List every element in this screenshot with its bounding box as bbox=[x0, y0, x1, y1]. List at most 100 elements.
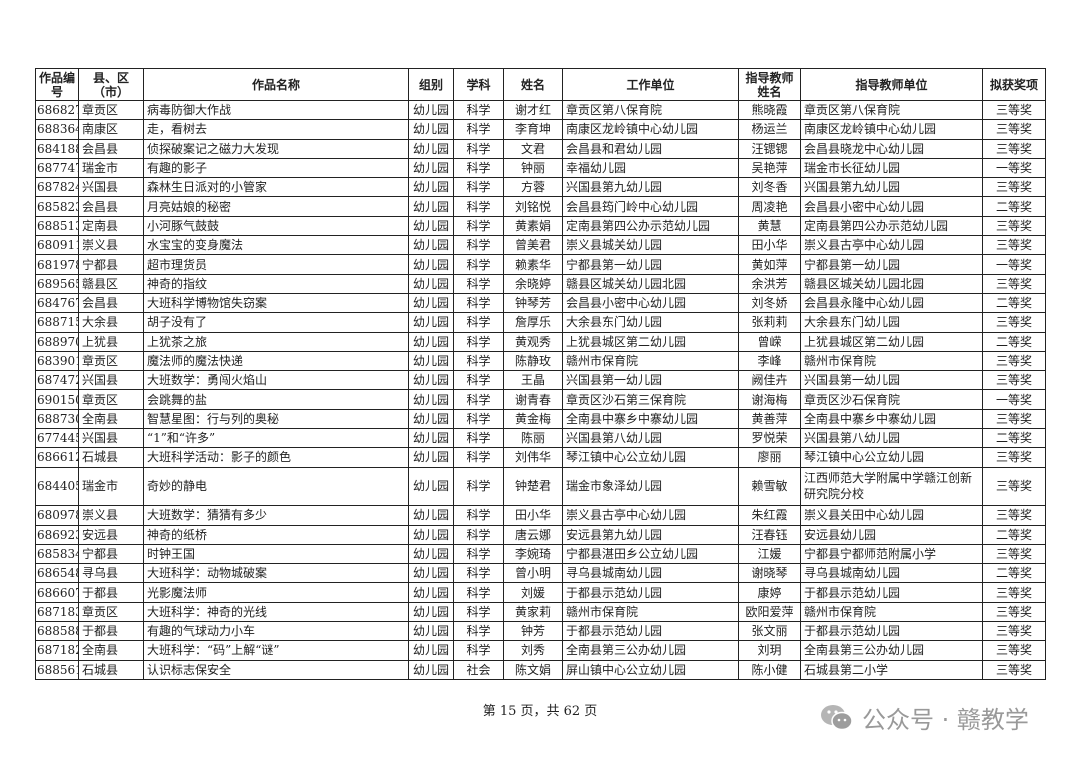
cell-group: 幼儿园 bbox=[408, 215, 454, 237]
cell-subject: 科学 bbox=[453, 466, 504, 507]
cell-id: 686607 bbox=[35, 582, 79, 603]
cell-title: 会跳舞的盐 bbox=[143, 389, 409, 410]
cell-award: 三等奖 bbox=[982, 370, 1046, 391]
cell-workplace: 定南县第四公办示范幼儿园 bbox=[562, 215, 739, 237]
header-title: 作品名称 bbox=[143, 68, 409, 101]
cell-id: 686548 bbox=[35, 563, 79, 584]
cell-subject: 科学 bbox=[453, 408, 504, 430]
cell-workplace: 赣县区城关幼儿园北园 bbox=[562, 273, 739, 294]
table-row: 687182 全南县 大班科学：“码”上解“谜” 幼儿园 科学 刘秀 全南县第三公办幼儿园刘… bbox=[35, 640, 1046, 661]
cell-title: 上犹茶之旅 bbox=[143, 331, 409, 352]
cell-district: 会昌县 bbox=[78, 138, 144, 159]
cell-workplace: 全南县中寨乡中寨幼儿园 bbox=[562, 408, 739, 430]
cell-district: 石城县 bbox=[78, 447, 144, 468]
cell-id: 685823 bbox=[35, 196, 79, 217]
cell-group: 幼儿园 bbox=[408, 428, 454, 449]
cell-title: 森林生日派对的小管家 bbox=[143, 177, 409, 198]
cell-award: 三等奖 bbox=[982, 138, 1046, 159]
cell-district: 瑞金市 bbox=[78, 466, 144, 507]
cell-mentor-name: 阙佳卉 bbox=[738, 370, 801, 391]
cell-workplace: 全南县第三公办幼儿园 bbox=[562, 640, 739, 661]
cell-mentor-workplace: 兴国县第九幼儿园 bbox=[800, 177, 983, 198]
cell-subject: 科学 bbox=[453, 389, 504, 410]
cell-group: 幼儿园 bbox=[408, 505, 454, 526]
cell-mentor-name: 刘冬娇 bbox=[738, 292, 801, 314]
cell-mentor-name: 田小华 bbox=[738, 235, 801, 256]
cell-workplace: 兴国县第八幼儿园 bbox=[562, 428, 739, 449]
cell-mentor-workplace: 章贡区第八保育院 bbox=[800, 99, 983, 121]
cell-mentor-workplace: 会昌县小密中心幼儿园 bbox=[800, 196, 983, 217]
cell-name: 詹厚乐 bbox=[503, 312, 563, 333]
cell-award: 三等奖 bbox=[982, 177, 1046, 198]
cell-name: 刘媛 bbox=[503, 582, 563, 603]
cell-workplace: 宁都县第一幼儿园 bbox=[562, 254, 739, 275]
cell-id: 688513 bbox=[35, 215, 79, 237]
cell-name: 黄素娟 bbox=[503, 215, 563, 237]
cell-group: 幼儿园 bbox=[408, 292, 454, 314]
cell-id: 687747 bbox=[35, 157, 79, 179]
cell-group: 幼儿园 bbox=[408, 157, 454, 179]
cell-id: 686923 bbox=[35, 524, 79, 545]
cell-mentor-name: 廖丽 bbox=[738, 447, 801, 468]
cell-id: 688588 bbox=[35, 621, 79, 642]
cell-mentor-workplace: 会昌县晓龙中心幼儿园 bbox=[800, 138, 983, 159]
page-number: 第 15 页，共 62 页 bbox=[482, 704, 598, 719]
table-row: 680978 崇义县 大班数学：猜猜有多少 幼儿园 科学 田小华 崇义县古亭中心幼儿园 朱红霞… bbox=[35, 505, 1046, 526]
cell-mentor-workplace: 上犹县城区第二幼儿园 bbox=[800, 331, 983, 352]
cell-mentor-workplace: 瑞金市长征幼儿园 bbox=[800, 157, 983, 179]
cell-award: 二等奖 bbox=[982, 563, 1046, 584]
cell-district: 会昌县 bbox=[78, 292, 144, 314]
cell-workplace: 兴国县第一幼儿园 bbox=[562, 370, 739, 391]
header-group: 组别 bbox=[408, 68, 454, 101]
cell-subject: 科学 bbox=[453, 254, 504, 275]
cell-district: 寻乌县 bbox=[78, 563, 144, 584]
cell-title: 侦探破案记之磁力大发现 bbox=[143, 138, 409, 159]
cell-mentor-name: 刘玥 bbox=[738, 640, 801, 661]
cell-mentor-workplace: 兴国县第一幼儿园 bbox=[800, 370, 983, 391]
cell-mentor-workplace: 石城县第二小学 bbox=[800, 659, 983, 680]
cell-group: 幼儿园 bbox=[408, 582, 454, 603]
cell-title: 大班数学：猜猜有多少 bbox=[143, 505, 409, 526]
cell-mentor-name: 周凌艳 bbox=[738, 196, 801, 217]
table-row: 690150 章贡区 会跳舞的盐 幼儿园 科学 谢青春 章贡区沙石第三保育院 谢海梅 章贡区沙石… bbox=[35, 389, 1046, 410]
cell-group: 幼儿园 bbox=[408, 659, 454, 680]
cell-workplace: 琴江镇中心公立幼儿园 bbox=[562, 447, 739, 468]
cell-mentor-name: 张文丽 bbox=[738, 621, 801, 642]
cell-mentor-workplace: 于都县示范幼儿园 bbox=[800, 582, 983, 603]
cell-mentor-workplace: 于都县示范幼儿园 bbox=[800, 621, 983, 642]
cell-district: 全南县 bbox=[78, 408, 144, 430]
cell-award: 一等奖 bbox=[982, 157, 1046, 179]
cell-district: 会昌县 bbox=[78, 196, 144, 217]
cell-mentor-name: 汪春钰 bbox=[738, 524, 801, 545]
table-row: 686923 安远县 神奇的纸桥 幼儿园 科学 唐云娜 安远县第九幼儿园 汪春钰 安远县幼儿园二… bbox=[35, 524, 1046, 545]
cell-mentor-workplace: 崇义县古亭中心幼儿园 bbox=[800, 235, 983, 256]
cell-award: 三等奖 bbox=[982, 273, 1046, 294]
table-row: 686612 石城县 大班科学活动：影子的颜色 幼儿园 科学 刘伟华 琴江镇中心公立幼儿园廖… bbox=[35, 447, 1046, 468]
cell-mentor-workplace: 琴江镇中心公立幼儿园 bbox=[800, 447, 983, 468]
cell-subject: 科学 bbox=[453, 99, 504, 121]
cell-title: “1”和“许多” bbox=[143, 428, 409, 449]
cell-group: 幼儿园 bbox=[408, 119, 454, 140]
cell-workplace: 宁都县湛田乡公立幼儿园 bbox=[562, 543, 739, 565]
cell-title: 认识标志保安全 bbox=[143, 659, 409, 680]
cell-id: 688715 bbox=[35, 312, 79, 333]
cell-mentor-workplace: 宁都县第一幼儿园 bbox=[800, 254, 983, 275]
cell-mentor-workplace: 兴国县第八幼儿园 bbox=[800, 428, 983, 449]
cell-subject: 科学 bbox=[453, 350, 504, 372]
cell-title: 魔法师的魔法快递 bbox=[143, 350, 409, 372]
table-row: 688730 全南县 智慧星图：行与列的奥秘 幼儿园 科学 黄金梅 全南县中寨乡中寨幼儿园黄… bbox=[35, 408, 1046, 430]
cell-subject: 科学 bbox=[453, 312, 504, 333]
cell-id: 688364 bbox=[35, 119, 79, 140]
cell-group: 幼儿园 bbox=[408, 273, 454, 294]
cell-award: 三等奖 bbox=[982, 601, 1046, 623]
cell-subject: 科学 bbox=[453, 331, 504, 352]
table-row: 677445 兴国县 “1”和“许多” 幼儿园 科学 陈丽 兴国县第八幼儿园 罗悦荣 兴国县第八… bbox=[35, 428, 1046, 449]
cell-mentor-name: 杨运兰 bbox=[738, 119, 801, 140]
cell-district: 于都县 bbox=[78, 582, 144, 603]
table-row: 687824 兴国县 森林生日派对的小管家 幼儿园 科学 方蓉 兴国县第九幼儿园 刘冬香 兴国县… bbox=[35, 177, 1046, 198]
cell-group: 幼儿园 bbox=[408, 254, 454, 275]
cell-mentor-workplace: 定南县第四公办示范幼儿园 bbox=[800, 215, 983, 237]
header-subject: 学科 bbox=[453, 68, 504, 101]
table-row: 688588 于都县 有趣的气球动力小车 幼儿园 科学 钟芳 于都县示范幼儿园 张文丽 于都县示… bbox=[35, 621, 1046, 642]
cell-mentor-workplace: 宁都县宁都师范附属小学 bbox=[800, 543, 983, 565]
